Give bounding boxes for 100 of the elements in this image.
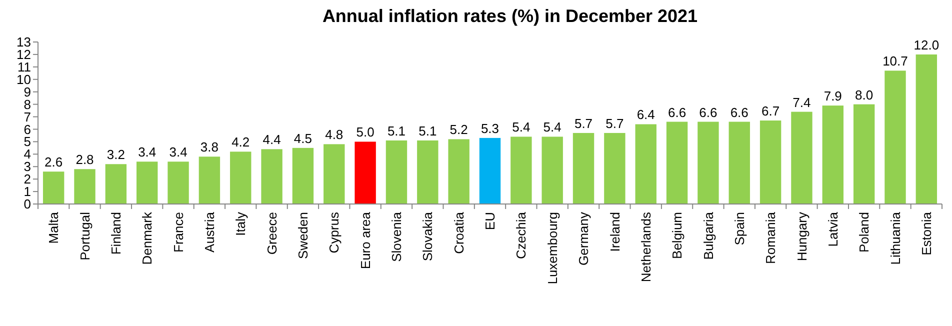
x-tick-label: Sweden — [296, 212, 311, 259]
x-tick-label: Poland — [856, 212, 872, 252]
data-label: 3.4 — [169, 144, 188, 160]
data-label: 5.7 — [606, 116, 624, 131]
bar — [916, 54, 938, 204]
bar — [198, 156, 220, 204]
bar — [728, 122, 750, 204]
chart-title: Annual inflation rates (%) in December 2021 — [322, 6, 698, 26]
bar — [386, 140, 408, 204]
data-label: 12.0 — [914, 37, 940, 52]
x-tick-label: Belgium — [670, 212, 685, 259]
x-tick-label: Ireland — [607, 212, 622, 252]
bar — [324, 144, 345, 204]
x-tick-label: Latvia — [825, 211, 840, 247]
bar — [42, 172, 64, 204]
y-tick-label: 3 — [24, 159, 31, 174]
y-tick-label: 6 — [24, 122, 31, 137]
y-tick-label: 10 — [16, 72, 31, 87]
bar — [604, 132, 626, 204]
y-tick-label: 1 — [24, 184, 31, 200]
y-tick-label: 0 — [24, 196, 31, 212]
data-label: 7.4 — [792, 94, 811, 110]
x-tick-label: Luxembourg — [544, 212, 560, 284]
data-label: 2.8 — [76, 152, 94, 168]
x-tick-label: Hungary — [794, 212, 810, 262]
x-tick-label: Malta — [46, 211, 62, 244]
x-tick-label: France — [170, 212, 186, 252]
data-label: 6.6 — [668, 104, 686, 120]
y-tick-label: 5 — [24, 134, 31, 150]
data-label: 6.6 — [699, 104, 718, 120]
data-label: 3.8 — [200, 140, 218, 155]
bar — [354, 142, 376, 204]
bar — [822, 106, 844, 204]
y-tick-label: 7 — [24, 109, 31, 124]
bar — [510, 136, 532, 204]
bar — [760, 120, 782, 204]
data-label: 2.6 — [44, 154, 63, 170]
data-label: 4.2 — [232, 134, 250, 150]
bar — [698, 122, 719, 204]
y-tick-label: 8 — [24, 96, 31, 112]
data-label: 5.7 — [574, 116, 593, 131]
bar — [572, 132, 594, 204]
data-label: 6.6 — [730, 104, 748, 120]
x-tick-label: Euro area — [358, 211, 373, 270]
x-tick-label: Estonia — [918, 211, 934, 256]
bar — [261, 149, 282, 204]
x-tick-label: EU — [482, 212, 498, 230]
data-label: 3.4 — [138, 144, 156, 160]
x-tick-label: Slovakia — [420, 211, 436, 262]
data-label: 4.5 — [294, 130, 312, 146]
data-label: 3.2 — [106, 147, 125, 162]
x-tick-label: Greece — [264, 212, 280, 255]
data-label: 5.1 — [418, 123, 437, 138]
data-label: 10.7 — [882, 54, 908, 69]
bar — [417, 140, 438, 204]
data-label: 4.8 — [325, 127, 344, 142]
x-tick-label: Cyprus — [326, 212, 342, 254]
data-label: 5.0 — [356, 124, 374, 140]
bar — [542, 136, 563, 204]
data-label: 5.3 — [480, 120, 500, 136]
data-label: 8.0 — [855, 87, 874, 102]
bar — [635, 124, 656, 204]
y-tick-label: 13 — [16, 34, 31, 50]
x-tick-label: Bulgaria — [700, 211, 716, 260]
x-tick-label: Slovenia — [389, 211, 404, 262]
y-tick-label: 9 — [24, 84, 31, 100]
data-label: 5.4 — [512, 120, 530, 135]
data-label: 4.4 — [262, 132, 281, 148]
x-tick-label: Czechia — [514, 211, 529, 259]
x-tick-label: Netherlands — [638, 212, 654, 282]
bar — [479, 138, 501, 204]
data-label: 5.1 — [387, 123, 406, 138]
x-tick-label: Denmark — [140, 212, 155, 265]
x-tick-label: Croatia — [451, 211, 466, 254]
data-label: 6.7 — [762, 104, 780, 119]
bar — [105, 164, 127, 204]
bar — [230, 152, 252, 204]
x-tick-label: Romania — [763, 211, 778, 264]
x-tick-label: Spain — [732, 212, 747, 246]
x-tick-label: Finland — [108, 212, 124, 255]
data-label: 7.9 — [824, 88, 842, 104]
bar — [666, 122, 688, 204]
bar — [168, 162, 189, 204]
bar — [136, 162, 158, 204]
bar — [292, 148, 314, 204]
y-tick-label: 4 — [24, 146, 31, 162]
bar — [74, 169, 96, 204]
data-label: 6.4 — [636, 107, 655, 122]
data-label: 5.4 — [543, 120, 562, 135]
bar — [448, 139, 470, 204]
data-label: 5.2 — [450, 122, 468, 138]
x-tick-label: Portugal — [77, 212, 92, 260]
x-tick-label: Germany — [576, 212, 592, 266]
x-tick-label: Italy — [233, 212, 248, 236]
bar — [791, 112, 812, 204]
bar — [853, 104, 875, 204]
x-tick-label: Lithuania — [888, 211, 903, 265]
y-tick-label: 2 — [24, 172, 31, 187]
bar — [884, 70, 906, 204]
x-tick-label: Austria — [202, 211, 217, 252]
